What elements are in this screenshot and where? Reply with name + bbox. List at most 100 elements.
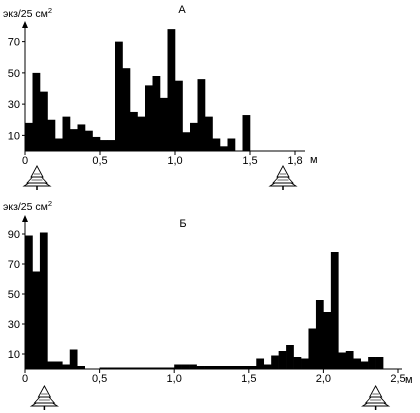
panel-a: А экз/25 см2 10 30 50 70 0 0,5 1,0 1,5 1,8 м [3,4,318,190]
panel-b-bar-45 [360,361,369,369]
panel-b-bar-31 [256,358,265,369]
panel-b-bar-1 [32,271,41,369]
panel-a-tree-icon-0 [22,165,52,190]
panel-b-bar-43 [345,351,354,369]
panel-b-bar-0 [25,235,33,369]
panel-b-bar-35 [286,345,294,369]
panel-b-ytick-label-1: 30 [8,319,20,331]
panel-b-bar-4 [54,361,63,369]
panel-a-ytick-label-3: 70 [8,37,20,49]
panel-a-bar-9 [92,136,101,151]
panel-a-bar-17 [152,76,161,151]
panel-b-bar-30 [248,366,257,369]
panel-b-bar-16 [144,367,153,369]
panel-b-bar-40 [323,312,332,369]
panel-b-xtick-label-3: 1,5 [241,373,256,385]
panel-b-tree-icon-0 [29,385,59,410]
panel-a-bar-26 [220,146,228,151]
panel-b-bar-22 [189,364,197,369]
panel-a-ytick-label-1: 30 [8,99,20,111]
panel-a-bars [25,29,251,152]
panel-a-xtick-label-3: 1,5 [242,155,257,167]
panel-a-bar-22 [190,122,198,152]
panel-b: Б экз/25 см2 10 30 50 70 90 0 0,5 1,0 1,5 2,0 2,5… [3,199,413,410]
panel-b-bar-7 [77,366,85,369]
panel-b-bar-11 [107,367,115,369]
panel-b-bar-25 [211,366,220,369]
panel-a-bar-24 [205,116,213,152]
panel-b-bar-19 [166,367,175,369]
panel-a-bar-15 [137,116,146,152]
panel-a-bar-20 [175,80,183,151]
panel-b-trees [29,385,391,410]
panel-a-xtick-label-4: 1,8 [287,155,302,167]
panel-b-bar-46 [368,357,376,369]
panel-b-bar-17 [151,367,160,369]
panel-a-label: А [178,4,186,16]
panel-b-xtick-label-2: 1,0 [167,373,182,385]
panel-b-bar-27 [226,366,235,369]
panel-b-bar-12 [114,367,123,369]
panel-b-bar-26 [218,366,227,369]
panel-b-bar-34 [278,351,287,369]
panel-b-bar-14 [129,367,138,369]
panel-a-bar-8 [85,130,93,151]
panel-a-bar-25 [212,138,221,151]
panel-b-ytick-label-3: 70 [8,259,20,271]
panel-b-y-ticks: 10 30 50 70 90 [8,229,25,361]
panel-b-ytick-label-2: 50 [8,289,20,301]
panel-b-bar-29 [241,366,250,369]
panel-a-bar-0 [25,122,33,152]
panel-b-bar-28 [233,366,242,369]
panel-a-x-unit: м [310,154,318,166]
panel-a-bar-12 [115,41,123,152]
panel-b-bar-37 [301,358,309,369]
panel-b-ytick-label-4: 90 [8,229,20,241]
panel-b-bar-18 [159,367,168,369]
panel-a-xtick-label-1: 0,5 [92,155,107,167]
panel-a-bar-29 [242,115,251,151]
panel-a-bar-19 [167,29,176,152]
panel-b-bar-23 [196,366,205,369]
panel-b-bar-38 [308,328,317,369]
panel-b-y-arrow [22,215,28,222]
panel-b-tree-icon-1 [361,385,391,410]
panel-b-bar-47 [375,357,384,369]
panel-b-bar-39 [315,300,324,369]
panel-a-bar-27 [227,138,236,151]
panel-a-trees [22,165,298,190]
panel-a-bar-7 [77,124,86,151]
panel-b-bar-3 [47,361,56,369]
panel-b-bar-5 [62,364,71,369]
panel-a-bar-6 [70,129,78,152]
panel-b-bar-24 [204,366,212,369]
panel-b-ytick-label-0: 10 [8,349,20,361]
panel-b-bar-33 [271,355,279,369]
panel-a-bar-10 [100,140,108,151]
panel-a-bar-14 [130,111,138,151]
panel-b-bar-21 [181,364,190,369]
panel-b-bar-20 [174,364,182,369]
panel-b-xtick-label-1: 0,5 [92,373,107,385]
panel-b-bars [25,232,384,369]
panel-a-bar-4 [55,138,63,151]
panel-a-ytick-label-0: 10 [8,130,20,142]
panel-b-label: Б [179,218,186,230]
panel-a-tree-icon-1 [268,165,298,190]
panel-a-bar-16 [145,85,153,152]
panel-b-bar-42 [338,352,347,369]
panel-a-ytick-label-2: 50 [8,68,20,80]
panel-a-bar-23 [197,79,206,152]
panel-b-x-unit: м [405,374,413,386]
panel-a-bar-2 [40,91,48,152]
panel-b-x-ticks: 0 0,5 1,0 1,5 2,0 2,5 [22,369,406,385]
panel-b-bar-32 [263,364,272,369]
panel-b-bar-36 [293,357,302,369]
panel-b-bar-13 [121,367,130,369]
panel-a-bar-1 [32,72,41,152]
panel-a-ylabel: экз/25 см2 [3,6,52,21]
panel-b-bar-15 [136,367,145,369]
panel-b-bar-44 [353,358,361,369]
panel-b-bar-41 [330,252,339,369]
